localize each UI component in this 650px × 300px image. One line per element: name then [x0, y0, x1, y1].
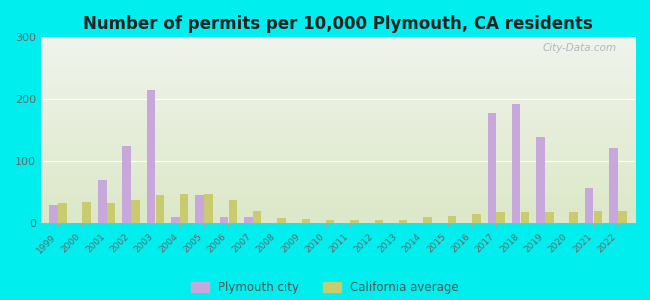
Bar	[472, 214, 480, 223]
Bar	[278, 218, 286, 223]
Bar	[512, 104, 521, 223]
Bar	[521, 212, 529, 223]
Bar	[204, 194, 213, 223]
Bar	[448, 216, 456, 223]
Bar	[399, 220, 408, 223]
Bar	[83, 202, 91, 223]
Bar	[220, 217, 228, 223]
Bar	[49, 205, 58, 223]
Bar	[253, 211, 261, 223]
Bar	[326, 220, 335, 223]
Bar	[98, 180, 107, 223]
Bar	[488, 113, 496, 223]
Bar	[171, 217, 179, 223]
Bar	[585, 188, 593, 223]
Title: Number of permits per 10,000 Plymouth, CA residents: Number of permits per 10,000 Plymouth, C…	[83, 15, 593, 33]
Bar	[122, 146, 131, 223]
Bar	[609, 148, 618, 223]
Bar	[374, 220, 383, 223]
Text: City-Data.com: City-Data.com	[543, 43, 618, 53]
Bar	[196, 195, 204, 223]
Bar	[423, 217, 432, 223]
Bar	[147, 90, 155, 223]
Bar	[593, 211, 603, 223]
Bar	[569, 212, 578, 223]
Bar	[244, 217, 253, 223]
Legend: Plymouth city, California average: Plymouth city, California average	[191, 281, 459, 294]
Bar	[131, 200, 140, 223]
Bar	[497, 212, 505, 223]
Bar	[155, 195, 164, 223]
Bar	[618, 211, 627, 223]
Bar	[350, 220, 359, 223]
Bar	[180, 194, 188, 223]
Bar	[302, 219, 310, 223]
Bar	[107, 203, 115, 223]
Bar	[536, 136, 545, 223]
Bar	[58, 203, 67, 223]
Bar	[545, 212, 554, 223]
Bar	[229, 200, 237, 223]
